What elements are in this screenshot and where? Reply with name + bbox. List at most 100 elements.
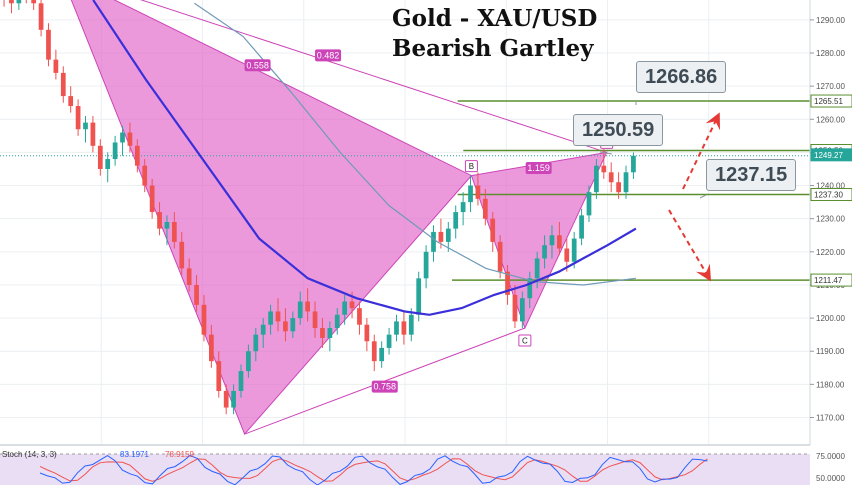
candle-body (201, 304, 207, 335)
candle-body (68, 96, 74, 107)
gartley-pattern (70, 0, 608, 436)
candle-body (497, 241, 503, 272)
ratio-badge-bg (315, 49, 342, 62)
ema-fast-line (92, 0, 637, 316)
candle-body (423, 251, 429, 279)
candle-body (342, 301, 348, 315)
candle-body (216, 361, 222, 391)
ratio-badge-bg (525, 161, 552, 174)
candle-body (127, 132, 133, 146)
pattern-point-label: B (469, 162, 474, 171)
candle-body (608, 172, 614, 183)
candle-body (171, 222, 177, 242)
ratio-badge: 0.558 (246, 60, 269, 70)
axis-tick-label: 1230.00 (816, 215, 845, 224)
candle-body (253, 334, 259, 352)
axis-tick-label: 1220.00 (816, 248, 845, 257)
bearish-projection-arrow (668, 209, 712, 282)
candle-body (431, 231, 436, 252)
price-tag-bg (810, 187, 852, 201)
candle-body (268, 311, 273, 325)
candle-body (579, 215, 584, 239)
ratio-badge: 1.159 (527, 163, 550, 173)
axis-tick-label: 1200.00 (816, 314, 845, 323)
axis-tick-label: 1280.00 (816, 49, 845, 58)
callout-target-1: 1266.86 (636, 61, 727, 93)
candle-body (283, 321, 288, 332)
bullish-projection-arrow (682, 112, 721, 190)
stoch-d-line (39, 458, 708, 482)
candle-body (16, 0, 22, 4)
candle-body (53, 59, 59, 73)
candle-body (490, 218, 496, 242)
candle-body (408, 314, 414, 335)
candle-body (586, 192, 592, 216)
axis-tick-label: 1260.00 (816, 115, 845, 124)
callout-connector (699, 194, 707, 199)
candle-body (246, 351, 251, 372)
price-tag-label: 1211.47 (814, 276, 843, 285)
candle-body (357, 308, 362, 325)
candle-body (275, 311, 281, 322)
candle-body (105, 159, 111, 169)
candle-body (60, 72, 66, 97)
candle-body (238, 371, 244, 391)
candle-body (134, 145, 140, 166)
candle-body (290, 318, 296, 332)
candle-body (334, 314, 340, 329)
candle-body (142, 165, 148, 186)
pattern-xd-line (140, 0, 607, 153)
candle-body (320, 328, 325, 338)
candle-body (194, 284, 199, 305)
candle-body (571, 238, 577, 262)
candle-body (379, 347, 385, 362)
candle-body (179, 241, 185, 269)
candle-body (468, 185, 473, 203)
candle-body (112, 142, 118, 160)
candle-body (623, 172, 629, 193)
axis-tick-label: 1270.00 (816, 82, 845, 91)
candle-body (549, 235, 555, 246)
candle-body (31, 0, 37, 4)
candle-body (475, 185, 481, 199)
stoch-label: Stoch (14, 3, 3) (2, 450, 57, 459)
stoch-k-line (39, 454, 708, 485)
stoch-k-value: 83.1971 (120, 450, 149, 459)
candle-body (401, 321, 407, 335)
stochastic-panel: Stoch (14, 3, 3) 83.1971 78.9159 75.0000 50.… (0, 444, 852, 485)
callout-connector (599, 151, 613, 155)
candle-body (519, 298, 525, 322)
candle-body (186, 268, 192, 285)
pattern-point-box (518, 334, 532, 347)
candle-body (97, 145, 103, 169)
title-line-2: Bearish Gartley (392, 35, 594, 62)
candle-body (505, 271, 510, 295)
price-tag-label: 1237.30 (814, 190, 843, 199)
price-tag-label: 1249.27 (814, 151, 843, 160)
price-tag-bg (810, 94, 852, 108)
candle-body (46, 29, 51, 60)
callout-support: 1237.15 (706, 159, 797, 191)
candle-body (9, 0, 14, 4)
title-line-1: Gold - XAU/USD (392, 5, 598, 32)
price-tag-bg (810, 148, 852, 162)
candle-body (327, 328, 333, 338)
ratio-badge-bg (371, 380, 398, 393)
candle-body (75, 106, 81, 130)
candle-body (534, 258, 540, 279)
chart-title: Gold - XAU/USD Bearish Gartley (392, 4, 597, 64)
candle-body (83, 122, 88, 130)
stoch-d-value: 78.9159 (165, 450, 194, 459)
ratio-badge: 0.758 (373, 382, 396, 392)
candle-body (601, 165, 607, 173)
candle-body (527, 278, 533, 299)
price-tag-bg (810, 273, 852, 287)
price-tag-label: 1265.51 (814, 97, 843, 106)
candle-body (512, 294, 518, 322)
candle-body (223, 390, 229, 408)
axis-tick-label: 1180.00 (816, 380, 845, 389)
price-axis: 1170.001180.001190.001200.001210.001220.… (809, 0, 852, 485)
candle-body (445, 228, 451, 242)
candle-body (157, 212, 162, 229)
